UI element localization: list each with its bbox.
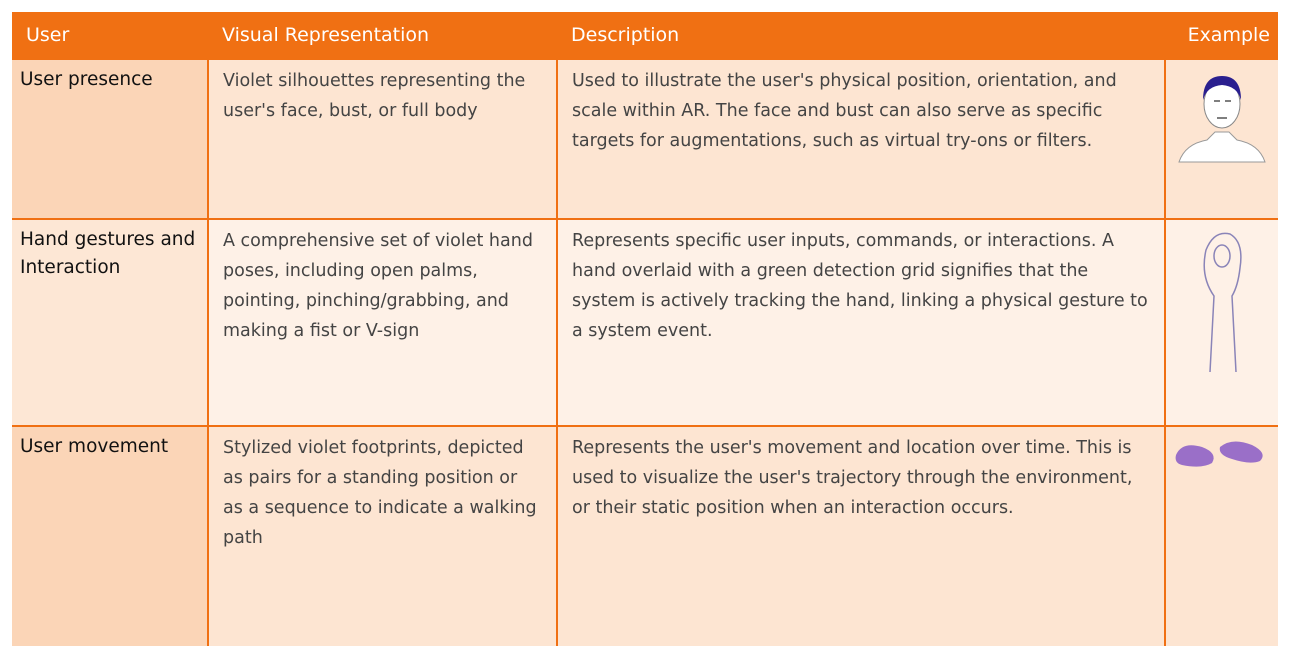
row: Hand gestures and Interaction A comprehe… — [12, 218, 1278, 426]
cell: Violet silhouettes representing the user… — [207, 58, 557, 219]
cell: A comprehensive set of violet hand poses… — [207, 218, 557, 426]
cell: User movement — [12, 425, 208, 646]
hand-icon — [1203, 232, 1242, 373]
footprints-icon — [1175, 441, 1263, 467]
cell: Represents the user's movement and locat… — [556, 425, 1165, 646]
cell: Hand gestures and Interaction — [12, 218, 208, 426]
cell: Stylized violet footprints, depicted as … — [207, 425, 557, 646]
cell — [1164, 425, 1278, 646]
header-cell: Example — [1165, 12, 1278, 59]
header-cell: User — [12, 12, 208, 59]
row: User presence Violet silhouettes represe… — [12, 58, 1278, 219]
cell — [1164, 58, 1278, 219]
header-row: User Visual Representation Description E… — [12, 12, 1278, 59]
cell — [1164, 218, 1278, 426]
header-cell: Visual Representation — [208, 12, 557, 59]
cell: User presence — [12, 58, 208, 219]
table: User Visual Representation Description E… — [12, 12, 1278, 646]
cell: Used to illustrate the user's physical p… — [556, 58, 1165, 219]
header-cell: Description — [557, 12, 1165, 59]
cell: Represents specific user inputs, command… — [556, 218, 1165, 426]
row: User movement Stylized violet footprints… — [12, 425, 1278, 646]
face-icon — [1178, 76, 1266, 163]
